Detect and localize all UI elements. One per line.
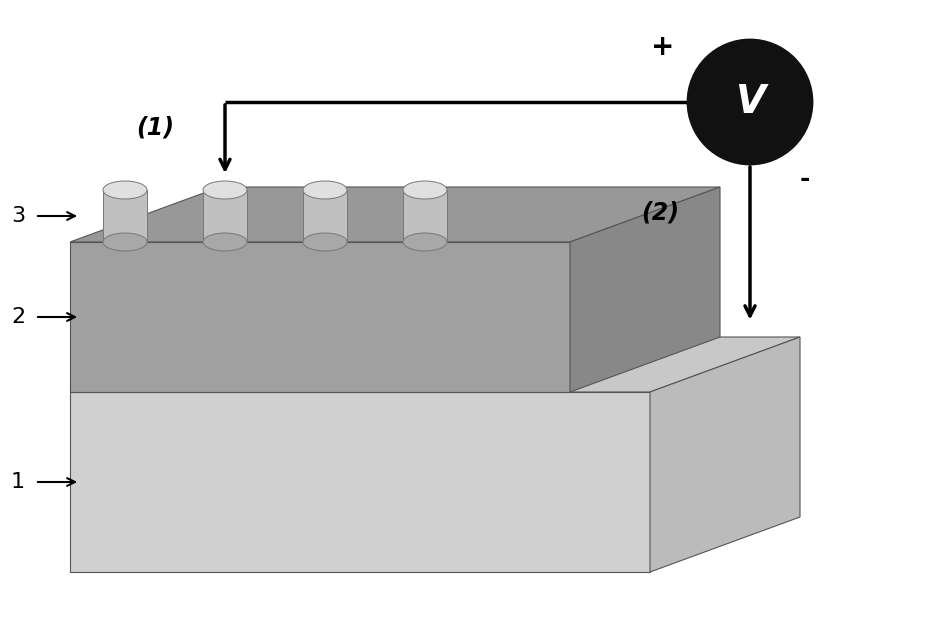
Ellipse shape — [203, 233, 247, 251]
Polygon shape — [650, 337, 799, 572]
Polygon shape — [70, 337, 799, 392]
Polygon shape — [70, 242, 570, 392]
Polygon shape — [570, 187, 719, 392]
Text: 1: 1 — [11, 472, 25, 492]
Text: (2): (2) — [640, 200, 678, 224]
Text: 3: 3 — [11, 206, 25, 226]
Text: (1): (1) — [135, 115, 174, 139]
Polygon shape — [203, 190, 247, 242]
Ellipse shape — [103, 233, 147, 251]
Ellipse shape — [103, 181, 147, 199]
Polygon shape — [70, 392, 650, 572]
Ellipse shape — [403, 233, 446, 251]
Ellipse shape — [303, 233, 347, 251]
Circle shape — [688, 40, 811, 164]
Polygon shape — [303, 190, 347, 242]
Text: 2: 2 — [11, 307, 25, 327]
Polygon shape — [403, 190, 446, 242]
Ellipse shape — [403, 181, 446, 199]
Polygon shape — [103, 190, 147, 242]
Text: +: + — [651, 33, 674, 61]
Ellipse shape — [203, 181, 247, 199]
Polygon shape — [70, 187, 719, 242]
Text: -: - — [799, 167, 809, 191]
Ellipse shape — [303, 181, 347, 199]
Text: V: V — [734, 83, 765, 121]
